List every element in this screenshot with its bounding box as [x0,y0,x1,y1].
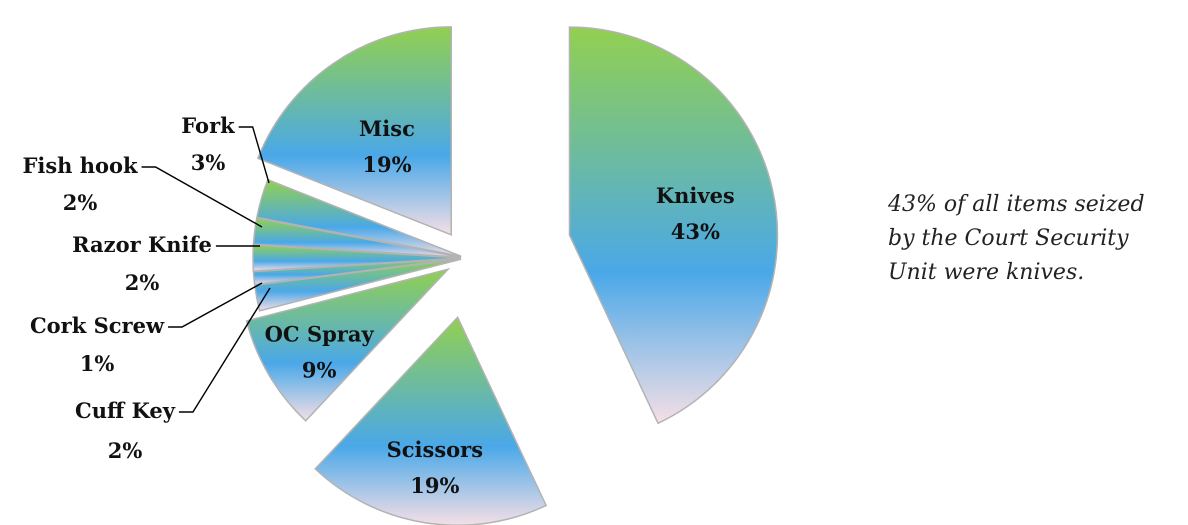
note-line-2: by the Court Security [888,226,1129,251]
slice-value-fish-hook: 2% [63,190,98,215]
slice-label-cork-screw: Cork Screw [30,313,165,338]
slice-value-misc: 19% [362,152,411,177]
pie-slice-misc [256,26,453,236]
slice-label-oc-spray: OC Spray [265,321,375,346]
leader-line-fork [238,126,270,184]
pie-slice-razor-knife [252,244,462,272]
note-line-3: Unit were knives. [888,260,1085,285]
slice-label-razor-knife: Razor Knife [72,232,212,257]
pie-slice-knives [568,26,779,425]
slice-value-scissors: 19% [410,473,459,498]
slice-value-fork: 3% [191,150,226,175]
slice-value-cuff-key: 2% [108,438,143,463]
slice-value-knives: 43% [671,219,720,244]
pie-slice-scissors [314,315,548,525]
chart-note: 43% of all items seized by the Court Sec… [888,188,1188,290]
leader-line-cuff-key [178,287,271,413]
slice-value-razor-knife: 2% [125,270,160,295]
slice-label-knives: Knives [656,183,735,208]
pie-slice-fish-hook [252,217,462,258]
slice-value-oc-spray: 9% [302,357,337,382]
slice-value-cork-screw: 1% [80,351,115,376]
slice-label-misc: Misc [359,116,415,141]
slice-label-cuff-key: Cuff Key [75,398,176,423]
slice-label-scissors: Scissors [387,437,483,462]
note-line-1: 43% of all items seized [888,192,1145,217]
slice-label-fish-hook: Fish hook [22,153,138,178]
leader-line-fish-hook [141,166,263,228]
leader-line-cork-screw [168,282,263,328]
slice-label-fork: Fork [181,113,235,138]
